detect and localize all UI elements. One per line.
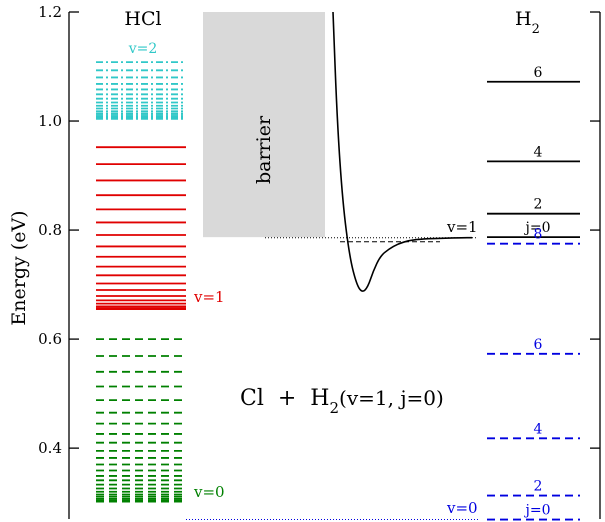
reaction-prefix: Cl + H: [240, 386, 329, 411]
hcl-levels: [96, 61, 186, 503]
h2-levels: j=0 2 4 6 j=0 2 4 6 8: [487, 65, 580, 521]
h2-v0-j-label-1: 2: [534, 479, 543, 495]
h2-v0-label: v=0: [446, 499, 478, 517]
barrier-label: barrier: [253, 115, 275, 184]
h2-title-main: H: [515, 8, 532, 30]
reaction-subscript: 2: [329, 399, 339, 417]
y-tick-label-3: 1.0: [38, 112, 62, 130]
y-tick-label-4: 1.2: [38, 3, 62, 21]
h2-v0-j-label-0: j=0: [524, 503, 551, 519]
y-tick-label-1: 0.6: [38, 330, 62, 348]
h2-v1-j-label-3: 6: [534, 65, 543, 81]
y-axis-label: Energy (eV): [8, 210, 30, 325]
y-tick-label-0: 0.4: [38, 439, 62, 457]
h2-v1-j-label-0: j=0: [524, 220, 551, 236]
hcl-v1-label: v=1: [193, 288, 225, 306]
barrier-box: [203, 12, 325, 238]
potential-curve-line: [332, 11, 472, 292]
reaction-label: Cl + H2(v=1, j=0): [240, 386, 444, 417]
h2-v1-j-label-2: 4: [534, 144, 543, 160]
labels: Energy (eV) HCl H2 barrier Cl + H2(v=1, …: [8, 8, 540, 517]
h2-v0-j-label-2: 4: [534, 421, 543, 437]
hcl-title: HCl: [124, 8, 161, 30]
h2-v0-j-label-3: 6: [534, 337, 543, 353]
curve-v1-label: v=1: [446, 218, 478, 236]
axes: 0.4 0.6 0.8 1.0 1.2: [38, 3, 601, 519]
barrier-layer: [203, 12, 325, 238]
y-tick-label-2: 0.8: [38, 221, 62, 239]
h2-title-subscript: 2: [532, 22, 540, 37]
h2-title: H2: [515, 8, 540, 37]
h2-v1-j-label-1: 2: [534, 197, 543, 213]
potential-curve: [186, 11, 478, 521]
hcl-v2-label: v=2: [128, 41, 158, 57]
reaction-suffix: (v=1, j=0): [339, 386, 444, 410]
h2-v0-j-label-4: 8: [534, 227, 543, 243]
hcl-v0-label: v=0: [193, 483, 225, 501]
